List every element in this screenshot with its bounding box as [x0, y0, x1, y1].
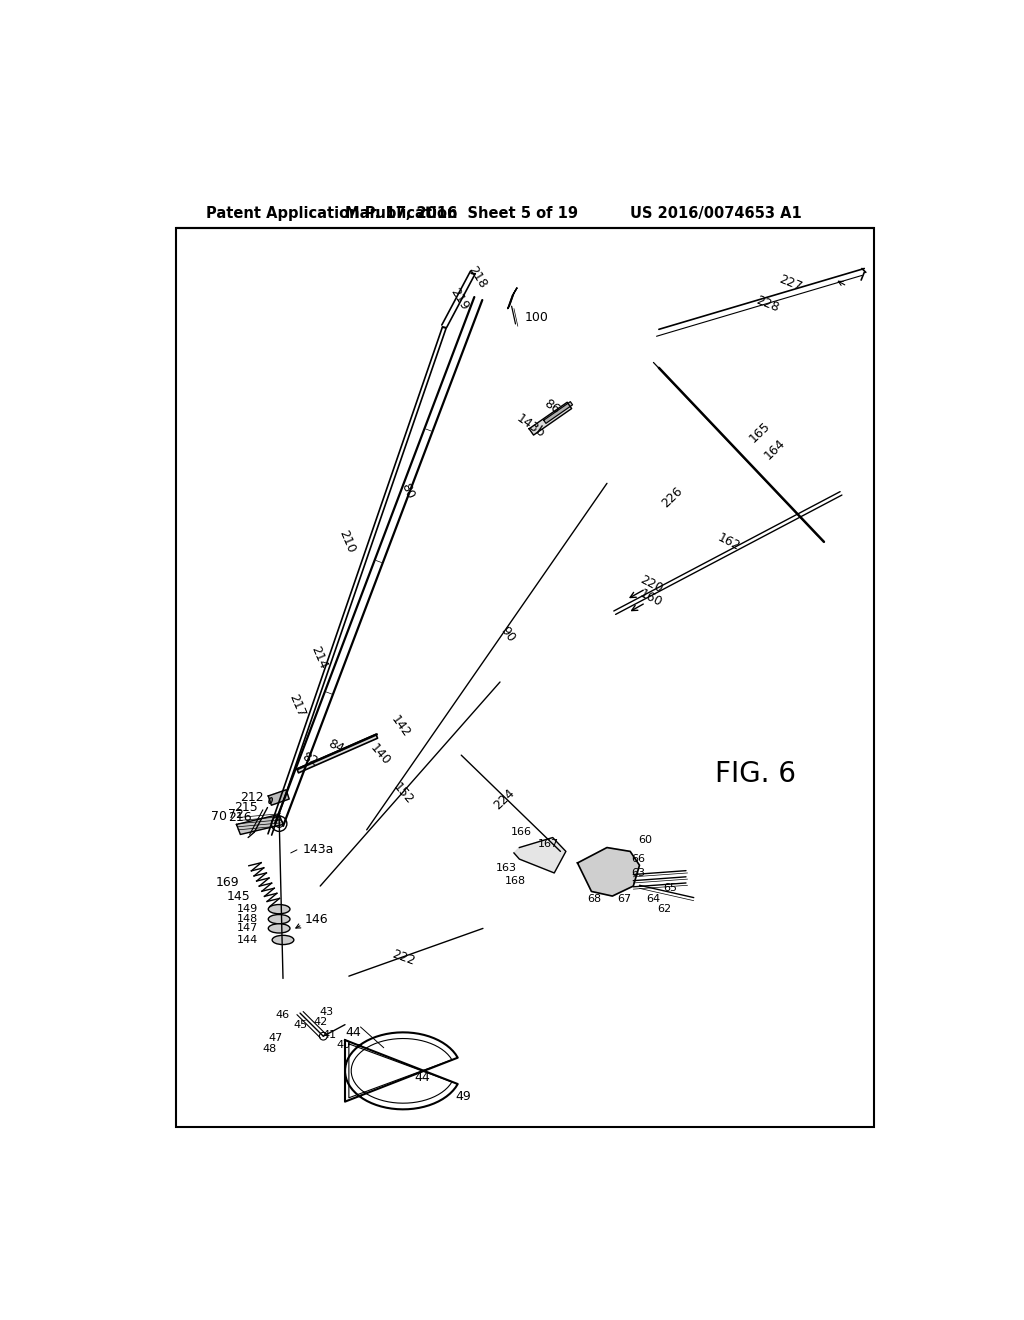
Ellipse shape	[268, 797, 272, 804]
Polygon shape	[529, 403, 571, 436]
Text: 143a: 143a	[302, 843, 334, 857]
Text: 227: 227	[777, 273, 804, 293]
Text: 47: 47	[268, 1032, 283, 1043]
Text: 218: 218	[465, 264, 488, 290]
Text: 48: 48	[263, 1044, 276, 1055]
Text: 226: 226	[659, 484, 685, 510]
Text: 90: 90	[498, 624, 518, 644]
Text: 84: 84	[326, 737, 346, 755]
Text: 147: 147	[237, 924, 258, 933]
Ellipse shape	[268, 924, 290, 933]
Text: 214: 214	[308, 644, 330, 671]
Polygon shape	[268, 789, 289, 805]
Text: 41: 41	[323, 1030, 337, 1040]
Text: 49: 49	[455, 1090, 471, 1102]
Ellipse shape	[268, 915, 290, 924]
Text: 148: 148	[237, 915, 258, 924]
Text: 42: 42	[313, 1018, 328, 1027]
Text: 167: 167	[538, 838, 559, 849]
Text: 43: 43	[319, 1007, 334, 1016]
Text: 80: 80	[398, 480, 416, 502]
Text: 228: 228	[755, 294, 781, 315]
Text: 220: 220	[638, 573, 665, 595]
Text: 67: 67	[616, 894, 631, 904]
Text: 219: 219	[449, 286, 472, 313]
Text: 149: 149	[237, 904, 258, 915]
Text: 163: 163	[496, 863, 517, 874]
Text: 63: 63	[631, 869, 645, 878]
Text: 44: 44	[345, 1026, 360, 1039]
Text: 62: 62	[657, 904, 672, 915]
Bar	[176, 228, 873, 1127]
Text: 216: 216	[228, 810, 252, 824]
Text: 45: 45	[293, 1019, 307, 1030]
Text: US 2016/0074653 A1: US 2016/0074653 A1	[631, 206, 802, 220]
Text: 145: 145	[226, 890, 251, 903]
Text: 152: 152	[390, 780, 416, 807]
Text: 166: 166	[511, 828, 532, 837]
Text: 44: 44	[415, 1071, 430, 1084]
Text: 215: 215	[234, 801, 258, 814]
Polygon shape	[578, 847, 640, 896]
Ellipse shape	[268, 904, 290, 913]
Text: 40: 40	[337, 1040, 350, 1051]
Text: 160: 160	[638, 587, 665, 610]
Text: 60: 60	[639, 834, 652, 845]
Text: 140: 140	[368, 742, 392, 768]
Polygon shape	[297, 734, 378, 774]
Text: 146: 146	[305, 912, 329, 925]
Text: 164: 164	[762, 437, 788, 462]
Text: 217: 217	[287, 692, 307, 718]
Text: 82: 82	[300, 750, 321, 768]
Text: Mar. 17, 2016  Sheet 5 of 19: Mar. 17, 2016 Sheet 5 of 19	[345, 206, 578, 220]
Text: 165: 165	[746, 418, 772, 445]
Text: 169: 169	[215, 875, 239, 888]
Text: 224: 224	[490, 787, 517, 812]
Text: 162: 162	[715, 531, 742, 553]
Text: 86: 86	[542, 396, 562, 416]
Text: 222: 222	[390, 948, 417, 968]
Text: 100: 100	[524, 312, 549, 325]
Text: 66: 66	[631, 854, 645, 865]
Text: Patent Application Publication: Patent Application Publication	[206, 206, 457, 220]
Polygon shape	[544, 401, 572, 424]
Text: 64: 64	[646, 894, 660, 904]
Text: 143b: 143b	[514, 412, 548, 441]
Text: 212: 212	[240, 791, 263, 804]
Text: 46: 46	[275, 1010, 290, 1019]
Text: 70: 70	[211, 810, 227, 824]
Text: FIG. 6: FIG. 6	[715, 760, 797, 788]
Text: 210: 210	[337, 528, 358, 556]
Text: 142: 142	[388, 713, 413, 741]
Text: 65: 65	[664, 883, 678, 892]
Text: 72: 72	[228, 808, 245, 821]
Text: 144: 144	[237, 935, 258, 945]
Text: 68: 68	[588, 894, 602, 904]
Polygon shape	[514, 837, 566, 873]
Polygon shape	[508, 288, 517, 309]
Ellipse shape	[272, 936, 294, 945]
Text: 168: 168	[505, 875, 526, 886]
Polygon shape	[237, 814, 283, 834]
